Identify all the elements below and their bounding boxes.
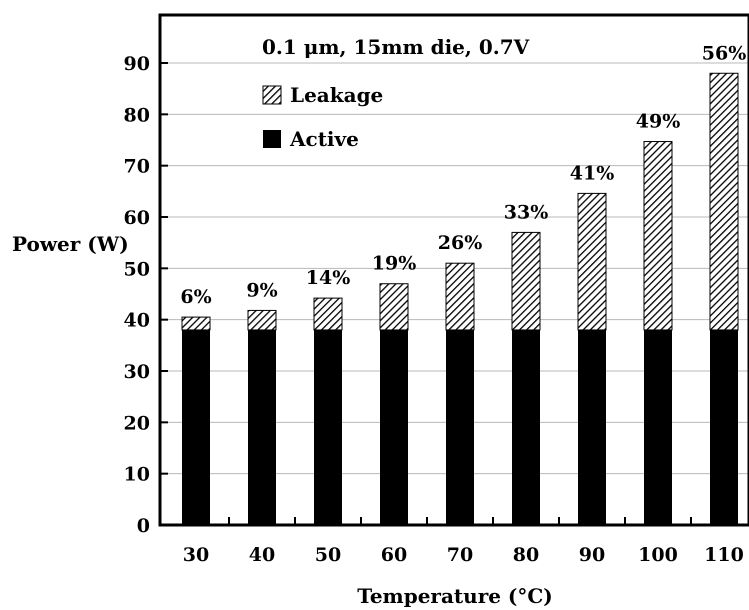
percentage-labels: 6% 9% 14% 19% 26% 33% 41% 49% 56% [180,42,746,308]
x-tick-label: 40 [249,544,275,566]
y-tick-label: 20 [124,412,150,434]
bar-leakage [709,72,739,331]
legend-swatch-leakage [262,85,282,105]
percentage-label: 33% [504,201,549,223]
bar-active [644,329,672,525]
x-tick-label: 100 [638,544,678,566]
x-tick-label: 30 [183,544,209,566]
tick-labels: 0 10 20 30 40 50 60 70 80 90 30 40 50 60 70 80 90 100 110 [124,53,744,566]
axis-ticks [160,62,692,526]
chart-subtitle: 0.1 μm, 15mm die, 0.7V [262,35,530,59]
plot-frame [158,13,749,527]
bar-active [446,329,474,525]
bar-active [380,329,408,525]
bars [181,72,739,525]
y-tick-label: 90 [124,53,150,75]
percentage-label: 49% [636,111,681,133]
x-axis-title: Temperature (°C) [357,584,553,608]
bar-leakage [445,262,475,331]
bar-leakage [643,141,673,331]
percentage-label: 9% [246,279,277,301]
y-tick-label: 0 [137,515,150,537]
x-tick-label: 70 [447,544,473,566]
y-tick-label: 30 [124,361,150,383]
bar-leakage [511,231,541,331]
y-axis-title: Power (W) [12,232,129,256]
x-tick-label: 110 [704,544,744,566]
percentage-label: 41% [570,162,615,184]
y-tick-label: 70 [124,156,150,178]
bar-leakage [247,309,277,331]
legend-label-active: Active [289,127,359,151]
y-tick-label: 80 [124,104,150,126]
percentage-label: 14% [306,267,351,289]
bar-leakage [379,283,409,331]
bar-active [710,329,738,525]
percentage-label: 6% [180,286,211,308]
x-tick-label: 80 [513,544,539,566]
bar-active [578,329,606,525]
x-tick-label: 50 [315,544,341,566]
bar-active [512,329,540,525]
y-tick-label: 40 [124,310,150,332]
bar-active [182,329,210,525]
bar-active [314,329,342,525]
percentage-label: 56% [702,42,747,64]
bar-leakage [181,316,211,331]
bar-leakage [313,297,343,331]
y-tick-label: 10 [124,464,150,486]
y-tick-label: 60 [124,207,150,229]
legend: Leakage Active [262,83,383,151]
x-tick-label: 90 [579,544,605,566]
y-tick-label: 50 [124,258,150,280]
legend-swatch-active [263,130,281,148]
percentage-label: 26% [438,232,483,254]
bar-leakage [577,192,607,331]
percentage-label: 19% [372,253,417,275]
legend-label-leakage: Leakage [290,83,383,107]
x-tick-label: 60 [381,544,407,566]
bar-active [248,329,276,525]
